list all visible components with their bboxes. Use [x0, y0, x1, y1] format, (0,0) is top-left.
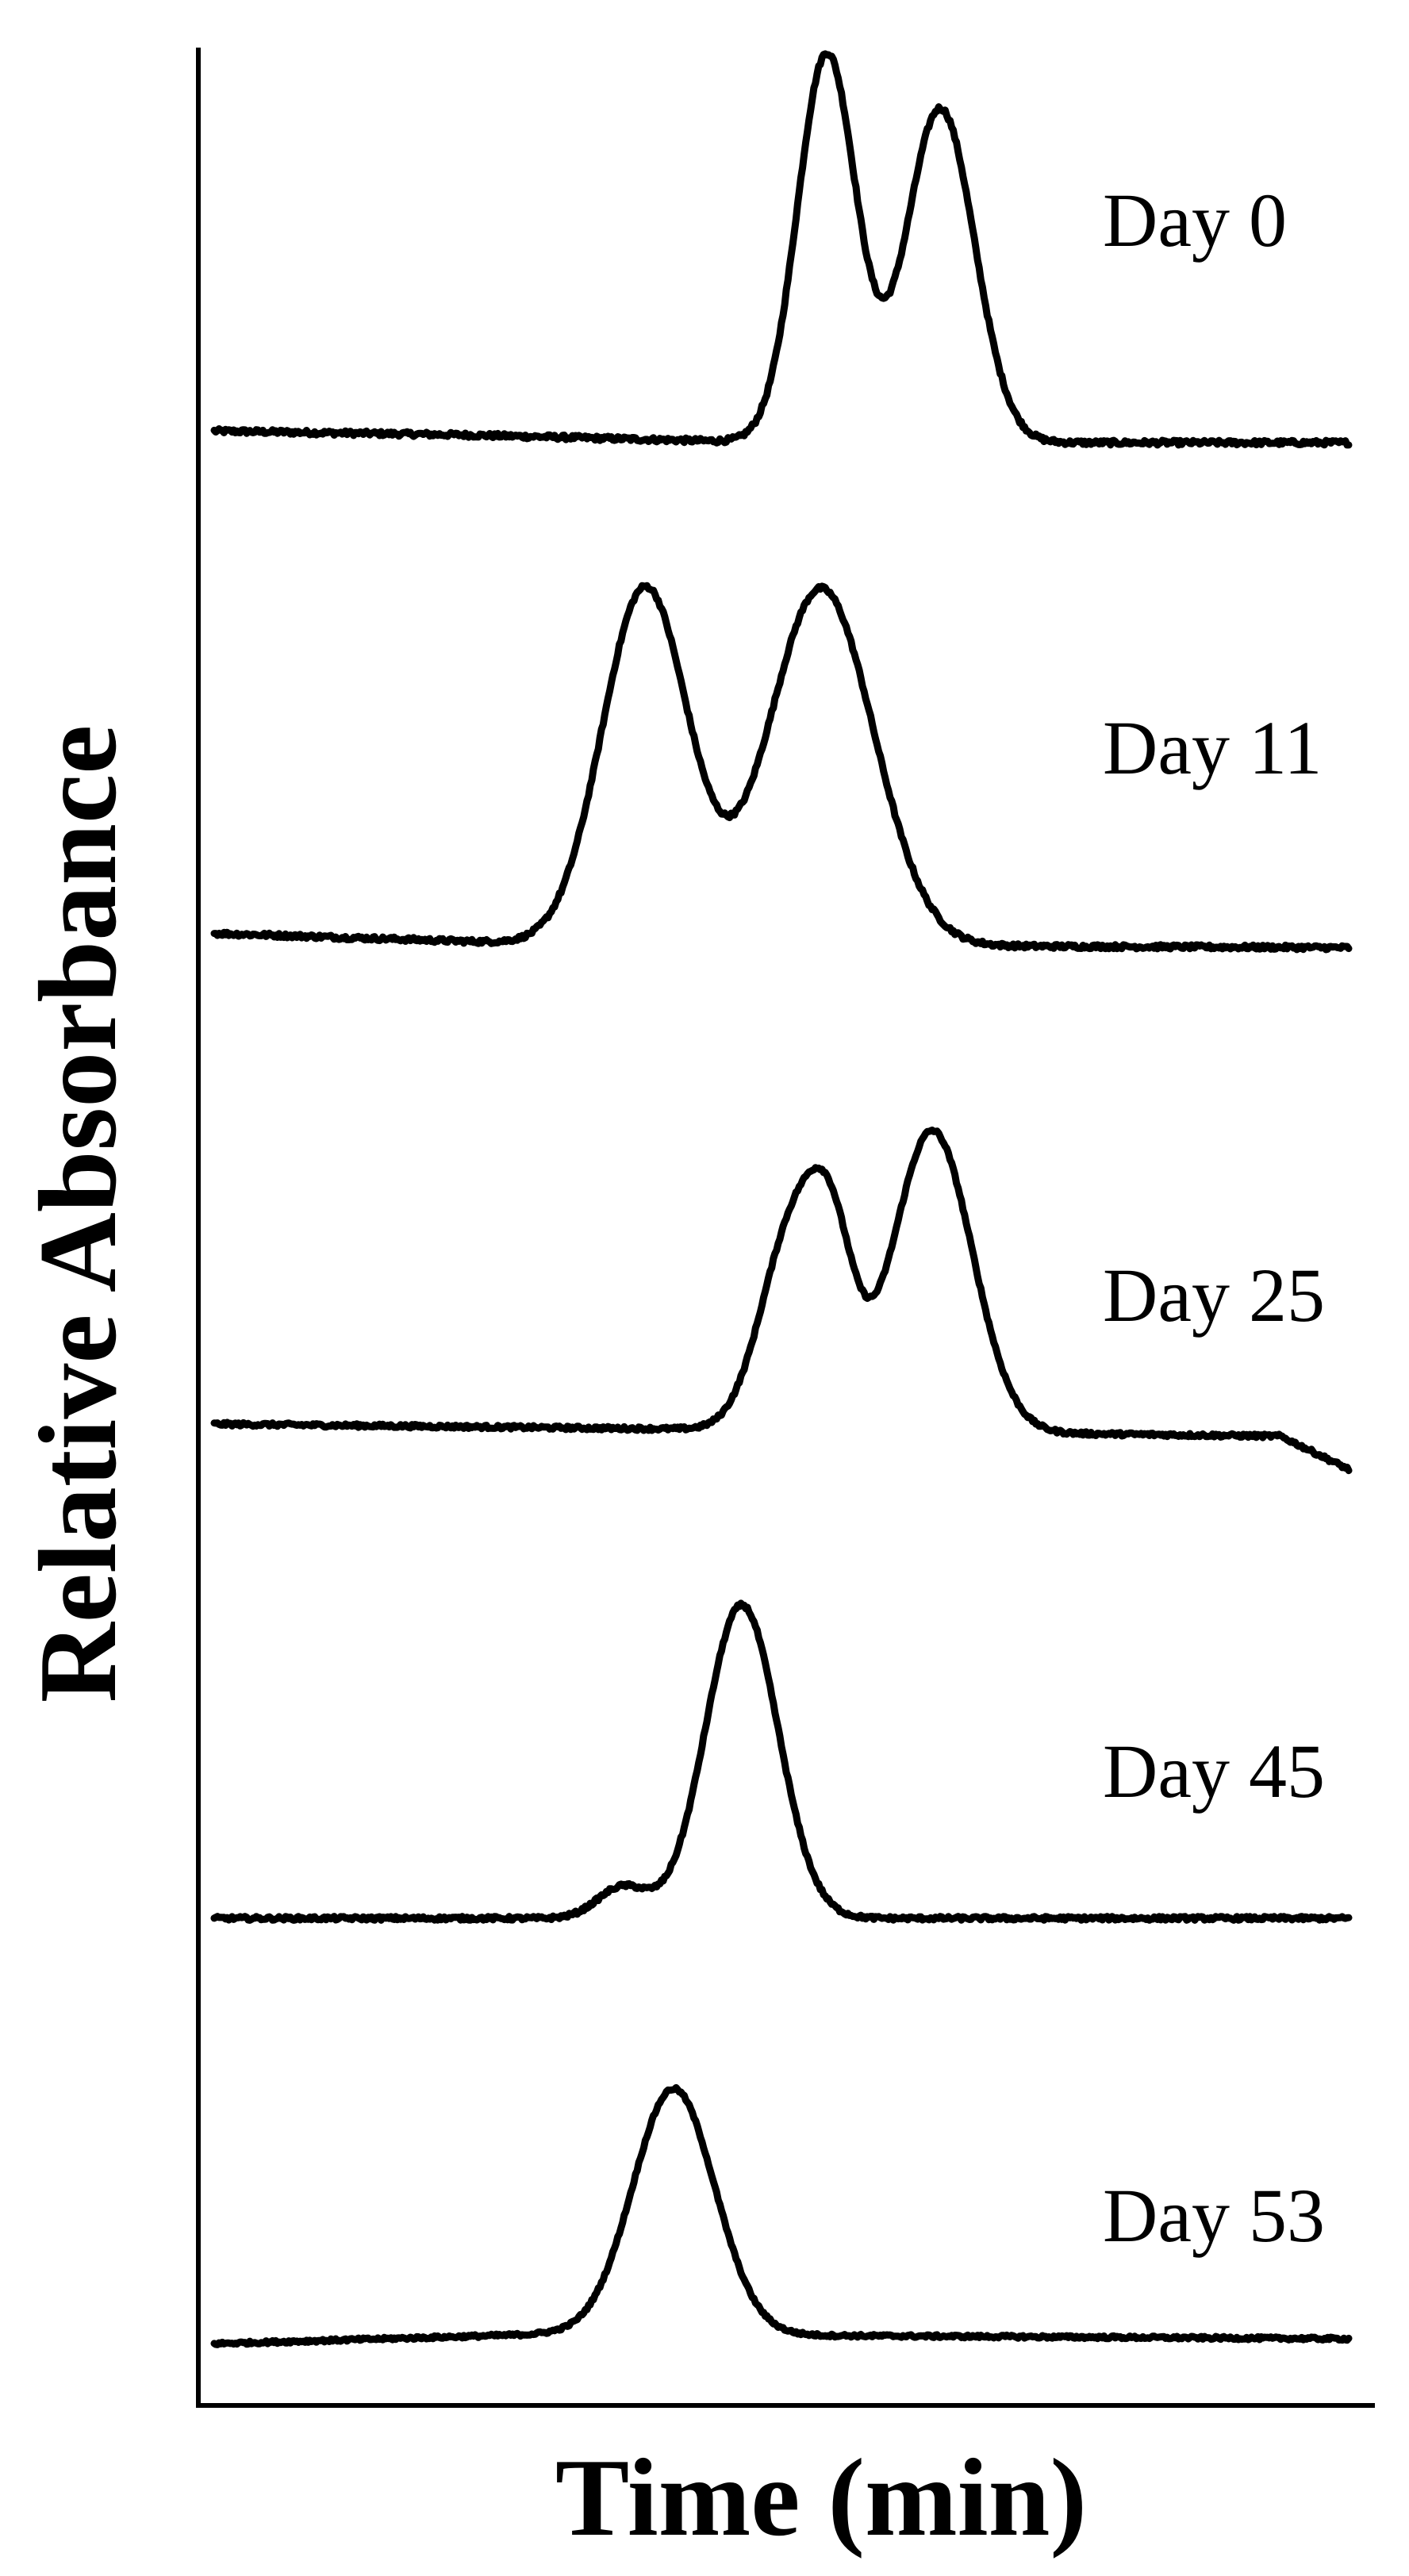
trace-day-0	[210, 50, 1353, 449]
trace-label-day-53: Day 53	[1103, 2173, 1325, 2258]
y-axis-title: Relative Absorbance	[17, 725, 140, 1703]
trace-day-53	[210, 2084, 1353, 2348]
trace-label-day-45: Day 45	[1103, 1729, 1325, 1814]
trace-day-11	[210, 582, 1353, 954]
trace-label-day-11: Day 11	[1103, 705, 1322, 790]
trace-label-day-25: Day 25	[1103, 1253, 1325, 1338]
x-axis-title: Time (min)	[555, 2436, 1087, 2559]
trace-label-day-0: Day 0	[1103, 178, 1287, 263]
trace-day-25	[210, 1127, 1353, 1475]
traces-group: Day 0 Day 11 Day 25 Day 45 Day 53	[210, 50, 1353, 2348]
trace-day-45	[210, 1599, 1353, 1924]
